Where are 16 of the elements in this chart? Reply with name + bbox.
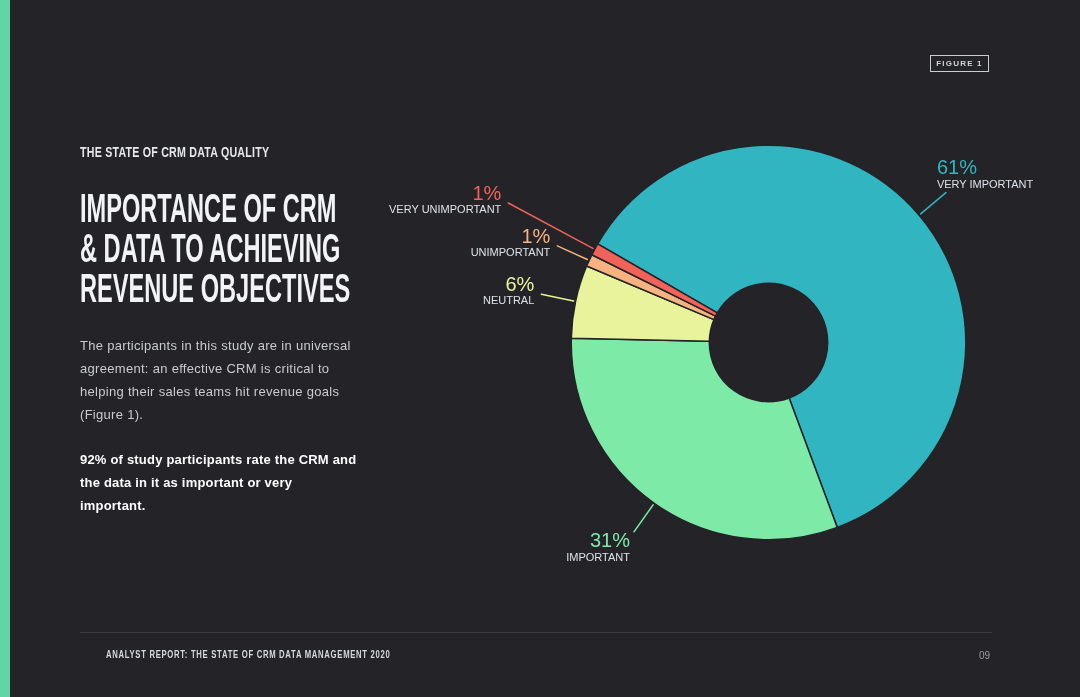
text: The participants in this study are in universal agreement: an effective CRM is critical to helping their sales teams hit revenue goals (Figure 1). — [80, 337, 352, 424]
data-label: 61% — [936, 155, 978, 178]
slice-label: VERY UNIMPORTANT — [389, 202, 502, 215]
slice-label: UNIMPORTANT — [470, 245, 551, 258]
text: IMPORTANCE OF CRM & DATA TO ACHIEVING REVENUE OBJECTIVES — [80, 186, 352, 310]
data-label: 31% — [589, 528, 631, 551]
text: 09 — [977, 650, 990, 662]
slice-label: VERY IMPORTANT — [936, 177, 1034, 190]
data-label: 6% — [505, 273, 535, 296]
data-label: 1% — [521, 224, 551, 247]
text: THE STATE OF CRM DATA QUALITY — [80, 144, 270, 160]
text: ANALYST REPORT: THE STATE OF CRM DATA MANAGEMENT 2020 — [106, 647, 391, 661]
text: 92% of study participants rate the CRM and the data in it as important or very important. — [80, 451, 358, 515]
slice-label: NEUTRAL — [482, 294, 535, 307]
data-label: 1% — [472, 181, 502, 204]
slice-label: IMPORTANT — [566, 550, 631, 563]
